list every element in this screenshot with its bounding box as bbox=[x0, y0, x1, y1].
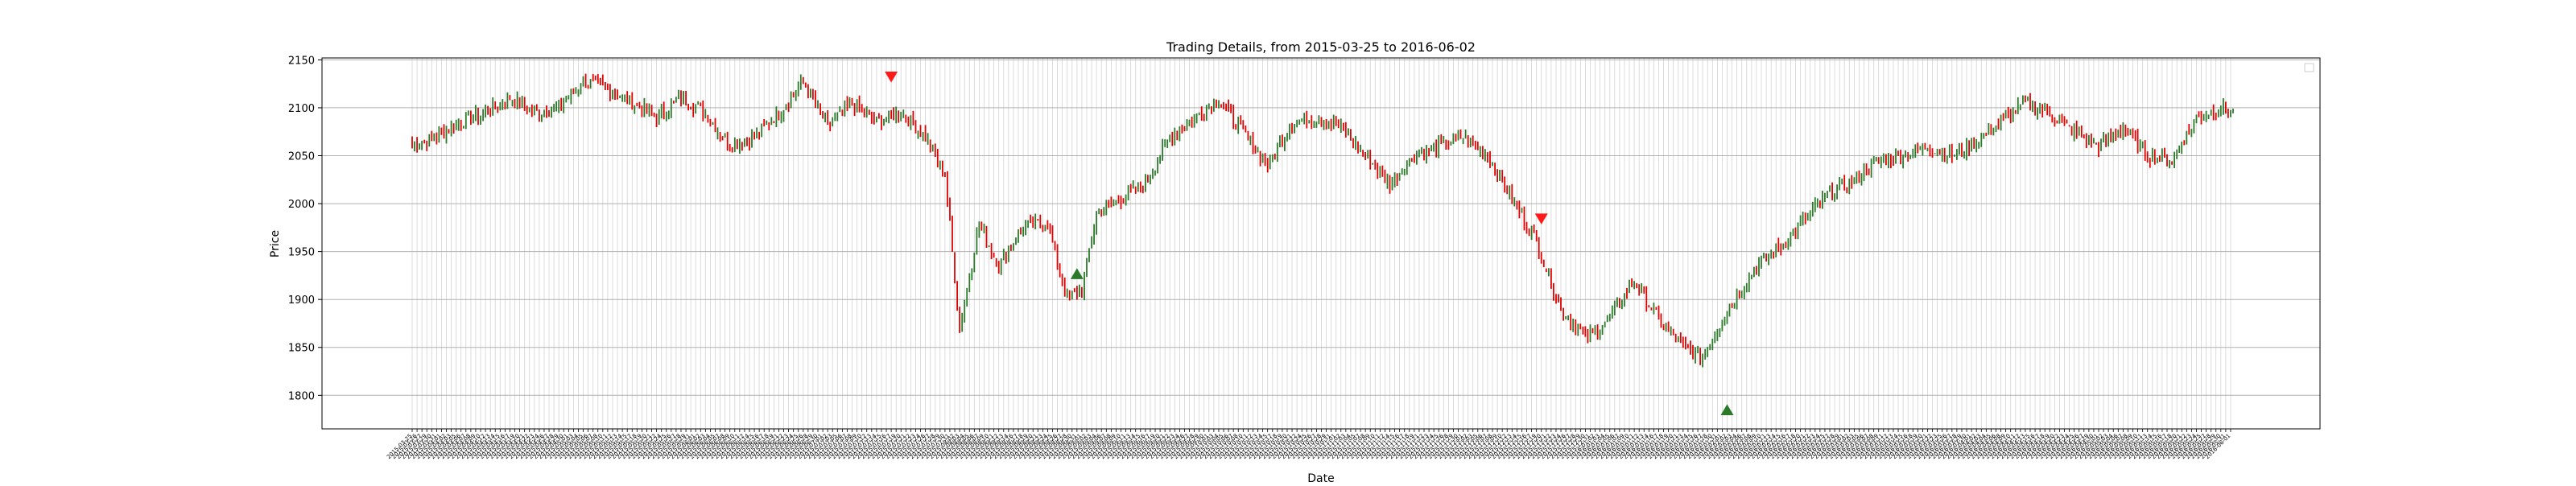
sell-marker bbox=[885, 72, 898, 83]
legend-box bbox=[2304, 63, 2314, 72]
y-tick-label: 2050 bbox=[288, 151, 315, 163]
y-tick-label: 2000 bbox=[288, 199, 315, 211]
buy-marker bbox=[1720, 404, 1734, 415]
plot-area bbox=[321, 57, 2321, 430]
y-tick-label: 2100 bbox=[288, 103, 315, 115]
buy-marker bbox=[1070, 268, 1084, 279]
y-tick-label: 1900 bbox=[288, 294, 315, 307]
y-axis-label: Price bbox=[269, 230, 282, 257]
y-axis: 1800 1850 1900 1950 2000 2050 2100 2150 bbox=[288, 55, 322, 402]
sell-marker bbox=[1534, 213, 1548, 224]
x-axis-label: Date bbox=[1307, 472, 1334, 483]
candle-layer bbox=[411, 73, 2234, 368]
marker-layer bbox=[885, 72, 1734, 415]
y-tick-label: 1850 bbox=[288, 343, 315, 355]
y-tick-label: 2150 bbox=[288, 55, 315, 67]
chart-title: Trading Details, from 2015-03-25 to 2016… bbox=[1166, 39, 1476, 55]
grid-layer bbox=[322, 58, 2320, 429]
y-tick-label: 1950 bbox=[288, 247, 315, 259]
y-tick-label: 1800 bbox=[288, 390, 315, 402]
x-axis: 2015-03-252015-03-262015-03-272015-03-29… bbox=[386, 429, 2231, 460]
